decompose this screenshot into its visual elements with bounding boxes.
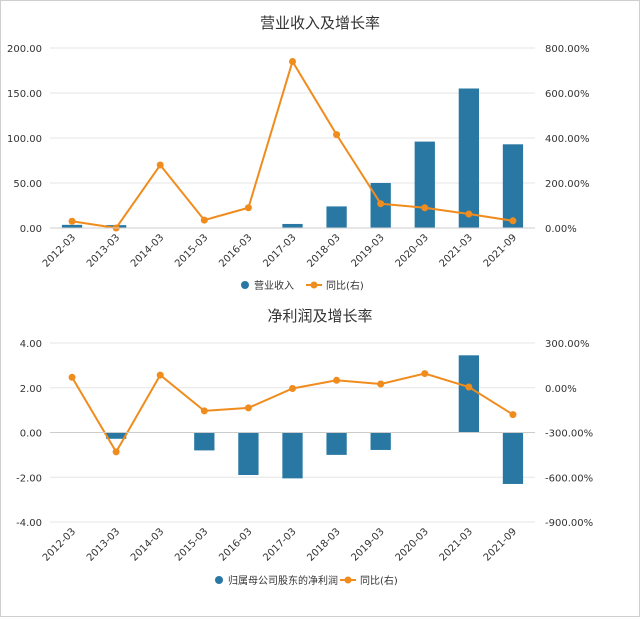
bar[interactable]	[282, 432, 303, 479]
y-tick-label-right: 800.00%	[545, 44, 590, 55]
legend-line-label: 同比(右)	[326, 279, 364, 292]
line-point[interactable]	[200, 216, 208, 224]
bar-series	[61, 355, 524, 484]
legend-bar-marker	[241, 281, 249, 289]
line-point[interactable]	[509, 411, 517, 419]
line-point[interactable]	[333, 376, 341, 384]
y-tick-label-right: -900.00%	[545, 518, 593, 529]
y-tick-label-left: 0.00	[20, 429, 42, 440]
x-tick-label: 2019-03	[349, 232, 386, 269]
x-tick-label: 2019-03	[349, 526, 386, 563]
net-profit-chart: 净利润及增长率 4.00 300.00% 2.00 0.00% 0.00 -300.00%…	[16, 307, 593, 587]
x-tick-label: 2020-03	[394, 232, 431, 269]
x-tick-label: 2015-03	[173, 232, 210, 269]
line-point[interactable]	[68, 373, 76, 381]
y-tick-label-right: 300.00%	[545, 339, 590, 350]
line-point[interactable]	[200, 407, 208, 415]
bar[interactable]	[326, 432, 347, 455]
x-tick-label: 2018-03	[305, 232, 342, 269]
line-point[interactable]	[156, 371, 164, 379]
bar[interactable]	[458, 355, 480, 433]
y-tick-label-left: 100.00	[7, 134, 42, 145]
legend-bar-label: 归属母公司股东的净利润	[228, 574, 338, 587]
legend[interactable]: 营业收入 同比(右)	[241, 279, 364, 292]
x-tick-label: 2015-03	[173, 526, 210, 563]
y-tick-label-right: 400.00%	[545, 134, 590, 145]
chart-title: 净利润及增长率	[267, 307, 372, 325]
line-path	[71, 59, 514, 230]
y-tick-label-right: 600.00%	[545, 89, 590, 100]
axes: 200.00 800.00% 150.00 600.00% 100.00 400.00% 5…	[7, 44, 590, 270]
bar[interactable]	[502, 432, 524, 484]
bar[interactable]	[61, 224, 83, 228]
bar[interactable]	[238, 432, 259, 476]
line-point[interactable]	[289, 384, 296, 392]
bar[interactable]	[105, 432, 127, 439]
revenue-chart: 营业收入及增长率 200.00 800.00% 150.00 600.00% 100.0…	[7, 14, 590, 292]
x-tick-label: 2016-03	[217, 526, 254, 563]
line-series	[68, 370, 517, 456]
x-tick-label: 2014-03	[129, 526, 166, 563]
x-tick-label: 2017-03	[261, 526, 298, 563]
y-tick-label-right: 0.00%	[545, 384, 577, 395]
y-tick-label-left: -4.00	[16, 518, 42, 529]
chart-title: 营业收入及增长率	[260, 14, 380, 32]
line-point[interactable]	[377, 380, 385, 388]
x-tick-label: 2012-03	[41, 526, 78, 563]
x-tick-label: 2021-03	[438, 232, 475, 269]
x-tick-label: 2016-03	[217, 232, 254, 269]
bar[interactable]	[326, 206, 347, 228]
line-point[interactable]	[68, 217, 76, 225]
y-tick-label-right: 200.00%	[545, 179, 590, 190]
y-tick-label-left: 4.00	[20, 339, 42, 350]
x-tick-label: 2020-03	[394, 526, 431, 563]
line-point[interactable]	[465, 383, 473, 391]
y-tick-label-left: 0.00	[20, 224, 42, 235]
x-tick-label: 2021-09	[482, 526, 519, 563]
line-point[interactable]	[421, 370, 429, 378]
x-tick-label: 2017-03	[261, 232, 298, 269]
legend[interactable]: 归属母公司股东的净利润 同比(右)	[215, 574, 398, 587]
line-point[interactable]	[377, 200, 385, 208]
bar[interactable]	[414, 141, 435, 228]
x-tick-label: 2013-03	[85, 232, 122, 269]
bar[interactable]	[370, 432, 391, 450]
line-point[interactable]	[421, 204, 429, 212]
x-tick-label: 2014-03	[129, 232, 166, 269]
line-point[interactable]	[244, 204, 252, 212]
x-tick-label: 2021-09	[482, 232, 519, 269]
bar[interactable]	[502, 144, 524, 228]
y-tick-label-right: 0.00%	[545, 224, 577, 235]
legend-bar-marker	[215, 576, 223, 584]
x-tick-label: 2012-03	[41, 232, 78, 269]
y-tick-label-left: -2.00	[16, 473, 42, 484]
bar[interactable]	[282, 223, 303, 228]
line-point[interactable]	[333, 131, 341, 139]
line-point[interactable]	[465, 210, 473, 218]
y-tick-label-left: 200.00	[7, 44, 42, 55]
x-tick-label: 2013-03	[85, 526, 122, 563]
line-point[interactable]	[156, 161, 164, 169]
line-point[interactable]	[112, 448, 120, 456]
line-point[interactable]	[244, 404, 252, 412]
line-point[interactable]	[509, 217, 517, 225]
x-tick-label: 2018-03	[305, 526, 342, 563]
legend-line-label: 同比(右)	[360, 574, 398, 587]
y-tick-label-left: 150.00	[7, 89, 42, 100]
y-tick-label-right: -300.00%	[545, 429, 593, 440]
x-tick-label: 2021-03	[438, 526, 475, 563]
legend-line-dot	[344, 576, 352, 584]
y-tick-label-left: 2.00	[20, 384, 42, 395]
bar[interactable]	[458, 88, 480, 229]
y-tick-label-right: -600.00%	[545, 473, 593, 484]
line-series	[68, 58, 517, 232]
legend-bar-label: 营业收入	[254, 279, 294, 292]
y-tick-label-left: 50.00	[13, 179, 42, 190]
line-point[interactable]	[289, 58, 296, 65]
legend-line-dot	[310, 281, 318, 289]
bar[interactable]	[194, 432, 215, 451]
